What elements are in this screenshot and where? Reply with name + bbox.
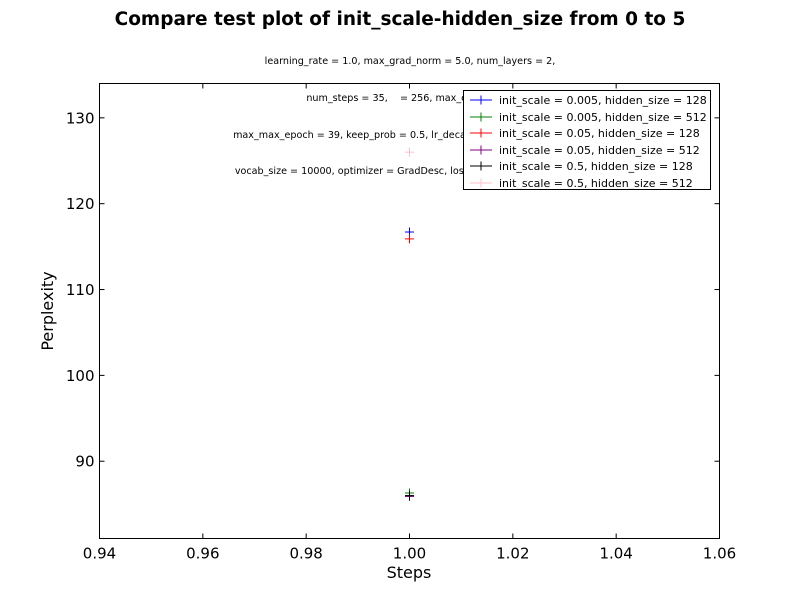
y-tick-label: 100 bbox=[66, 367, 95, 385]
x-axis-label: Steps bbox=[387, 563, 432, 582]
legend-label: init_scale = 0.005, hidden_size = 128 bbox=[499, 94, 707, 107]
x-tick-label: 1.04 bbox=[599, 545, 632, 563]
legend-item: init_scale = 0.005, hidden_size = 512 bbox=[464, 110, 710, 127]
legend-swatch bbox=[470, 161, 492, 171]
data-point bbox=[405, 147, 414, 157]
legend-item: init_scale = 0.05, hidden_size = 512 bbox=[464, 143, 710, 160]
chart-title: Compare test plot of init_scale-hidden_s… bbox=[114, 9, 686, 30]
x-tick-label: 1.06 bbox=[703, 545, 736, 563]
y-tick-label: 130 bbox=[66, 109, 95, 127]
legend-swatch bbox=[470, 178, 492, 187]
x-tick-label: 1.02 bbox=[496, 545, 529, 563]
x-tick-label: 0.96 bbox=[186, 545, 219, 563]
x-tick-label: 0.94 bbox=[83, 545, 116, 563]
y-tick-label: 90 bbox=[75, 453, 94, 471]
ticks-group bbox=[99, 83, 720, 539]
legend-label: init_scale = 0.5, hidden_size = 512 bbox=[499, 176, 693, 190]
data-markers-group bbox=[405, 147, 414, 501]
y-axis-label: Perplexity bbox=[38, 271, 57, 350]
legend-swatch bbox=[470, 128, 492, 138]
legend-item: init_scale = 0.005, hidden_size = 128 bbox=[464, 93, 710, 110]
legend: init_scale = 0.005, hidden_size = 128 ini… bbox=[463, 90, 711, 190]
legend-label: init_scale = 0.05, hidden_size = 512 bbox=[499, 143, 700, 157]
x-tick-label: 1.00 bbox=[393, 545, 426, 563]
legend-swatch bbox=[470, 145, 492, 154]
subtitle-line: learning_rate = 1.0, max_grad_norm = 5.0… bbox=[264, 56, 556, 68]
y-tick-label: 120 bbox=[66, 195, 95, 213]
legend-swatch bbox=[470, 95, 492, 105]
legend-item: init_scale = 0.5, hidden_size = 128 bbox=[464, 159, 710, 176]
legend-label: init_scale = 0.5, hidden_size = 128 bbox=[499, 160, 693, 173]
legend-label: init_scale = 0.05, hidden_size = 128 bbox=[499, 127, 700, 140]
legend-item: init_scale = 0.05, hidden_size = 128 bbox=[464, 126, 710, 143]
x-tick-label: 0.98 bbox=[289, 545, 322, 563]
data-point bbox=[405, 491, 414, 501]
legend-swatch bbox=[470, 112, 492, 121]
y-tick-label: 110 bbox=[66, 281, 95, 299]
legend-label: init_scale = 0.005, hidden_size = 512 bbox=[499, 110, 707, 124]
legend-item: init_scale = 0.5, hidden_size = 512 bbox=[464, 176, 710, 193]
tick-labels-group: 0.94 0.96 0.98 1.00 1.02 1.04 1.06 90 100 110 120 1… bbox=[66, 109, 736, 562]
data-point bbox=[405, 234, 414, 244]
